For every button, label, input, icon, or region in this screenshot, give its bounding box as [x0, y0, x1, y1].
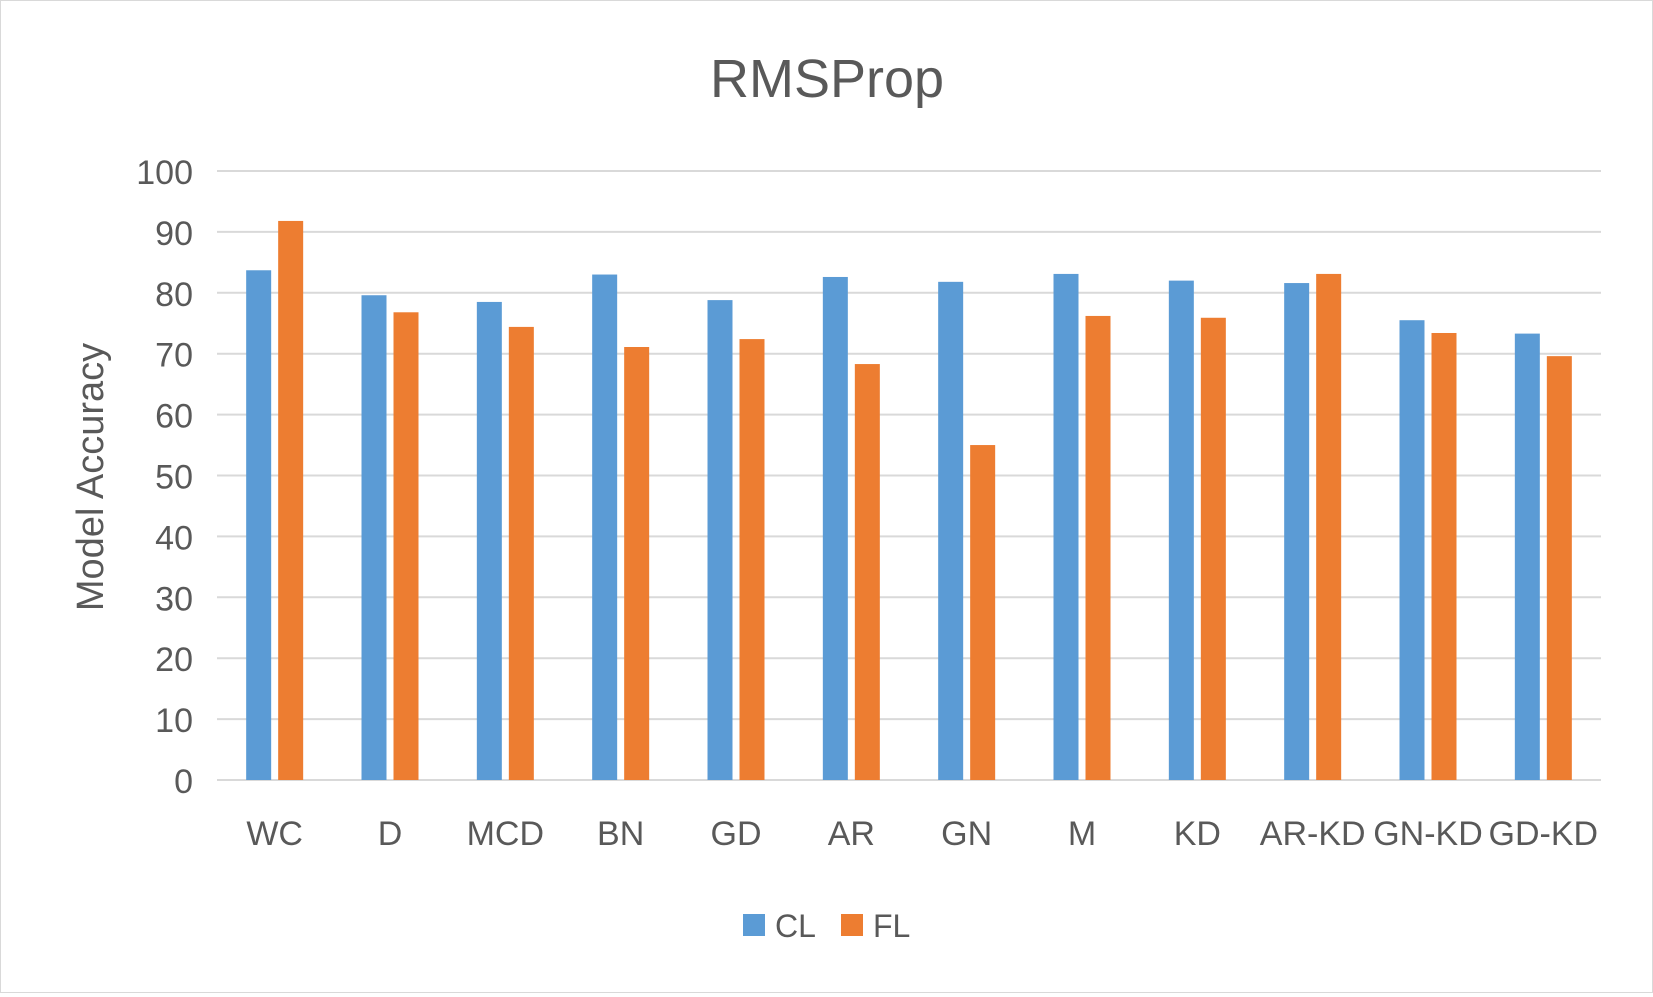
legend-item-cl: CL [743, 908, 816, 944]
x-tick-label: GD [711, 815, 762, 853]
y-axis-label: Model Accuracy [70, 343, 112, 611]
bar-cl-kd [1168, 280, 1194, 780]
chart-title: RMSProp [710, 49, 944, 109]
y-tick-label: 20 [155, 641, 193, 679]
y-tick-label: 70 [155, 337, 193, 375]
y-tick-labels: 0 10 20 30 40 50 60 70 80 90 100 [136, 154, 193, 801]
bar-fl-mcd [508, 326, 534, 780]
y-tick-label: 40 [155, 519, 193, 557]
x-tick-label: GD-KD [1489, 815, 1599, 853]
bar-fl-gd [739, 339, 765, 780]
y-tick-label: 60 [155, 398, 193, 436]
y-tick-label: 80 [155, 276, 193, 314]
y-tick-label: 30 [155, 580, 193, 618]
x-tick-label: KD [1174, 815, 1221, 853]
bar-fl-ar [854, 364, 880, 780]
bar-fl-wc [278, 220, 304, 781]
bar-cl-gn-kd [1399, 320, 1425, 780]
bar-fl-ar-kd [1316, 273, 1342, 780]
bar-fl-gn [970, 445, 996, 780]
x-tick-label: GN [941, 815, 992, 853]
x-tick-label: MCD [467, 815, 544, 853]
legend-swatch [743, 914, 765, 936]
bar-cl-gn [938, 281, 964, 780]
bar-fl-gd-kd [1546, 356, 1572, 780]
bar-fl-gn-kd [1431, 332, 1457, 780]
x-tick-label: D [378, 815, 403, 853]
bars [246, 220, 1572, 781]
bar-cl-ar-kd [1284, 283, 1310, 780]
bar-cl-mcd [476, 301, 502, 780]
bar-fl-d [393, 312, 419, 780]
x-tick-label: WC [246, 815, 303, 853]
x-tick-label: AR-KD [1260, 815, 1366, 853]
y-tick-label: 100 [136, 154, 193, 192]
legend-label: CL [775, 908, 816, 944]
bar-fl-bn [624, 347, 650, 780]
x-tick-labels: WC D MCD BN GD AR GN M KD AR-KD GN-KD GD-KD [246, 815, 1598, 853]
legend-label: FL [873, 908, 910, 944]
bar-cl-d [361, 295, 387, 780]
legend: CL FL [743, 908, 910, 944]
x-tick-label: GN-KD [1373, 815, 1483, 853]
bar-cl-ar [822, 276, 848, 780]
bar-cl-gd [707, 300, 733, 780]
x-tick-label: BN [597, 815, 644, 853]
bar-cl-gd-kd [1514, 333, 1540, 780]
x-tick-label: AR [828, 815, 875, 853]
bar-cl-bn [592, 274, 618, 780]
x-tick-label: M [1068, 815, 1096, 853]
y-tick-label: 10 [155, 702, 193, 740]
bar-cl-wc [246, 270, 272, 780]
y-tick-label: 90 [155, 215, 193, 253]
bar-fl-kd [1200, 317, 1226, 780]
bar-cl-m [1053, 273, 1079, 780]
gridlines [217, 170, 1601, 781]
y-tick-label: 50 [155, 459, 193, 497]
legend-item-fl: FL [841, 908, 910, 944]
legend-swatch [841, 914, 863, 936]
bar-fl-m [1085, 315, 1111, 780]
y-tick-label: 0 [174, 763, 193, 801]
